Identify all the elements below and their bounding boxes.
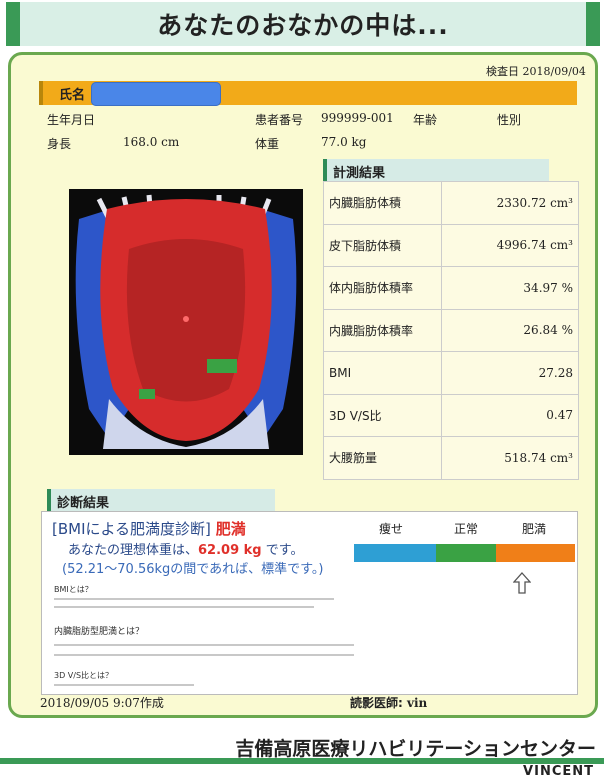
scale-label-obese: 肥満 (522, 522, 547, 536)
note-heading-bmi: BMIとは？ (54, 585, 93, 594)
diagnosis-panel: [BMIによる肥満度診断] 肥満 あなたの理想体重は、62.09 kg です。 … (41, 511, 578, 695)
bmi-result: 肥満 (215, 520, 246, 538)
weight-label: 体重 (255, 137, 280, 151)
note-heading-visceral: 内臓脂肪型肥満とは？ (54, 627, 145, 637)
name-label: 氏名 (59, 88, 86, 103)
exam-date-value: 2018/09/04 (522, 65, 586, 78)
dob-label: 生年月日 (47, 113, 96, 127)
standard-range-text: (52.21〜70.56kgの間であれば、標準です。) (62, 562, 324, 577)
table-row: BMI 27.28 (323, 351, 579, 395)
measurement-label: 3D V/S比 (323, 393, 442, 437)
measurement-label: BMI (323, 351, 442, 395)
created-timestamp: 2018/09/05 9:07作成 (40, 696, 164, 710)
brand-logo: VINCENT (523, 764, 594, 776)
scale-segment-normal (436, 544, 496, 562)
note-text-placeholder (54, 598, 334, 600)
measurement-value: 34.97 % (441, 266, 579, 310)
scale-segment-thin (354, 544, 436, 562)
hospital-name: 吉備高原医療リハビリテーションセンター (235, 738, 596, 760)
measurement-value: 0.47 (441, 393, 579, 437)
patient-id-value: 999999-001 (321, 111, 394, 125)
ideal-weight-line: あなたの理想体重は、62.09 kg です。 (68, 543, 304, 558)
report-sheet: 検査日 2018/09/04 氏名 生年月日 患者番号 999999-001 年… (8, 52, 598, 718)
ideal-weight-value: 62.09 kg (198, 543, 262, 558)
sex-label: 性別 (497, 113, 522, 127)
patient-name-bar: 氏名 (39, 81, 577, 106)
measurement-value: 4996.74 cm³ (441, 223, 579, 267)
height-label: 身長 (47, 137, 72, 151)
report-title: あなたのおなかの中は... (157, 11, 449, 40)
name-redaction-box (91, 82, 221, 106)
note-text-placeholder (54, 654, 354, 656)
diagnosis-heading: 診断結果 (47, 489, 275, 511)
note-heading-vs-ratio: 3D V/S比とは？ (54, 671, 114, 680)
table-row: 内臓脂肪体積率 26.84 % (323, 308, 579, 352)
measurement-label: 皮下脂肪体積 (323, 223, 442, 267)
measurement-value: 27.28 (441, 351, 579, 395)
abdomen-scan-illustration (69, 189, 303, 455)
exam-date: 検査日 2018/09/04 (486, 63, 586, 79)
reading-doctor: 読影医師: vin (350, 696, 428, 710)
measurement-label: 内臓脂肪体積率 (323, 308, 442, 352)
measurement-label: 内臓脂肪体積 (323, 181, 442, 225)
report-title-banner: あなたのおなかの中は... (6, 2, 600, 46)
footer-divider (0, 758, 604, 764)
scale-segment-obese (496, 544, 575, 562)
height-value: 168.0 cm (123, 135, 180, 149)
table-row: 3D V/S比 0.47 (323, 393, 579, 437)
scale-label-normal: 正常 (454, 522, 479, 536)
age-label: 年齢 (413, 113, 438, 127)
up-arrow-icon (513, 572, 531, 594)
measurement-label: 大腰筋量 (323, 436, 442, 480)
patient-id-label: 患者番号 (255, 113, 304, 127)
table-row: 皮下脂肪体積 4996.74 cm³ (323, 223, 579, 267)
measurement-table: 内臓脂肪体積 2330.72 cm³ 皮下脂肪体積 4996.74 cm³ 体内… (323, 181, 579, 480)
scale-label-thin: 痩せ (379, 522, 404, 536)
table-row: 体内脂肪体積率 34.97 % (323, 266, 579, 310)
note-text-placeholder (54, 606, 314, 608)
measurement-value: 26.84 % (441, 308, 579, 352)
bmi-diagnosis-title: [BMIによる肥満度診断] 肥満 (52, 520, 246, 538)
measurement-value: 518.74 cm³ (441, 436, 579, 480)
measurement-heading: 計測結果 (323, 159, 549, 181)
measurement-value: 2330.72 cm³ (441, 181, 579, 225)
note-text-placeholder (54, 644, 354, 646)
ct-scan-image (69, 189, 303, 455)
exam-date-label: 検査日 (486, 65, 519, 78)
table-row: 内臓脂肪体積 2330.72 cm³ (323, 181, 579, 225)
measurement-label: 体内脂肪体積率 (323, 266, 442, 310)
weight-value: 77.0 kg (321, 135, 367, 149)
note-text-placeholder (54, 684, 194, 686)
table-row: 大腰筋量 518.74 cm³ (323, 436, 579, 480)
